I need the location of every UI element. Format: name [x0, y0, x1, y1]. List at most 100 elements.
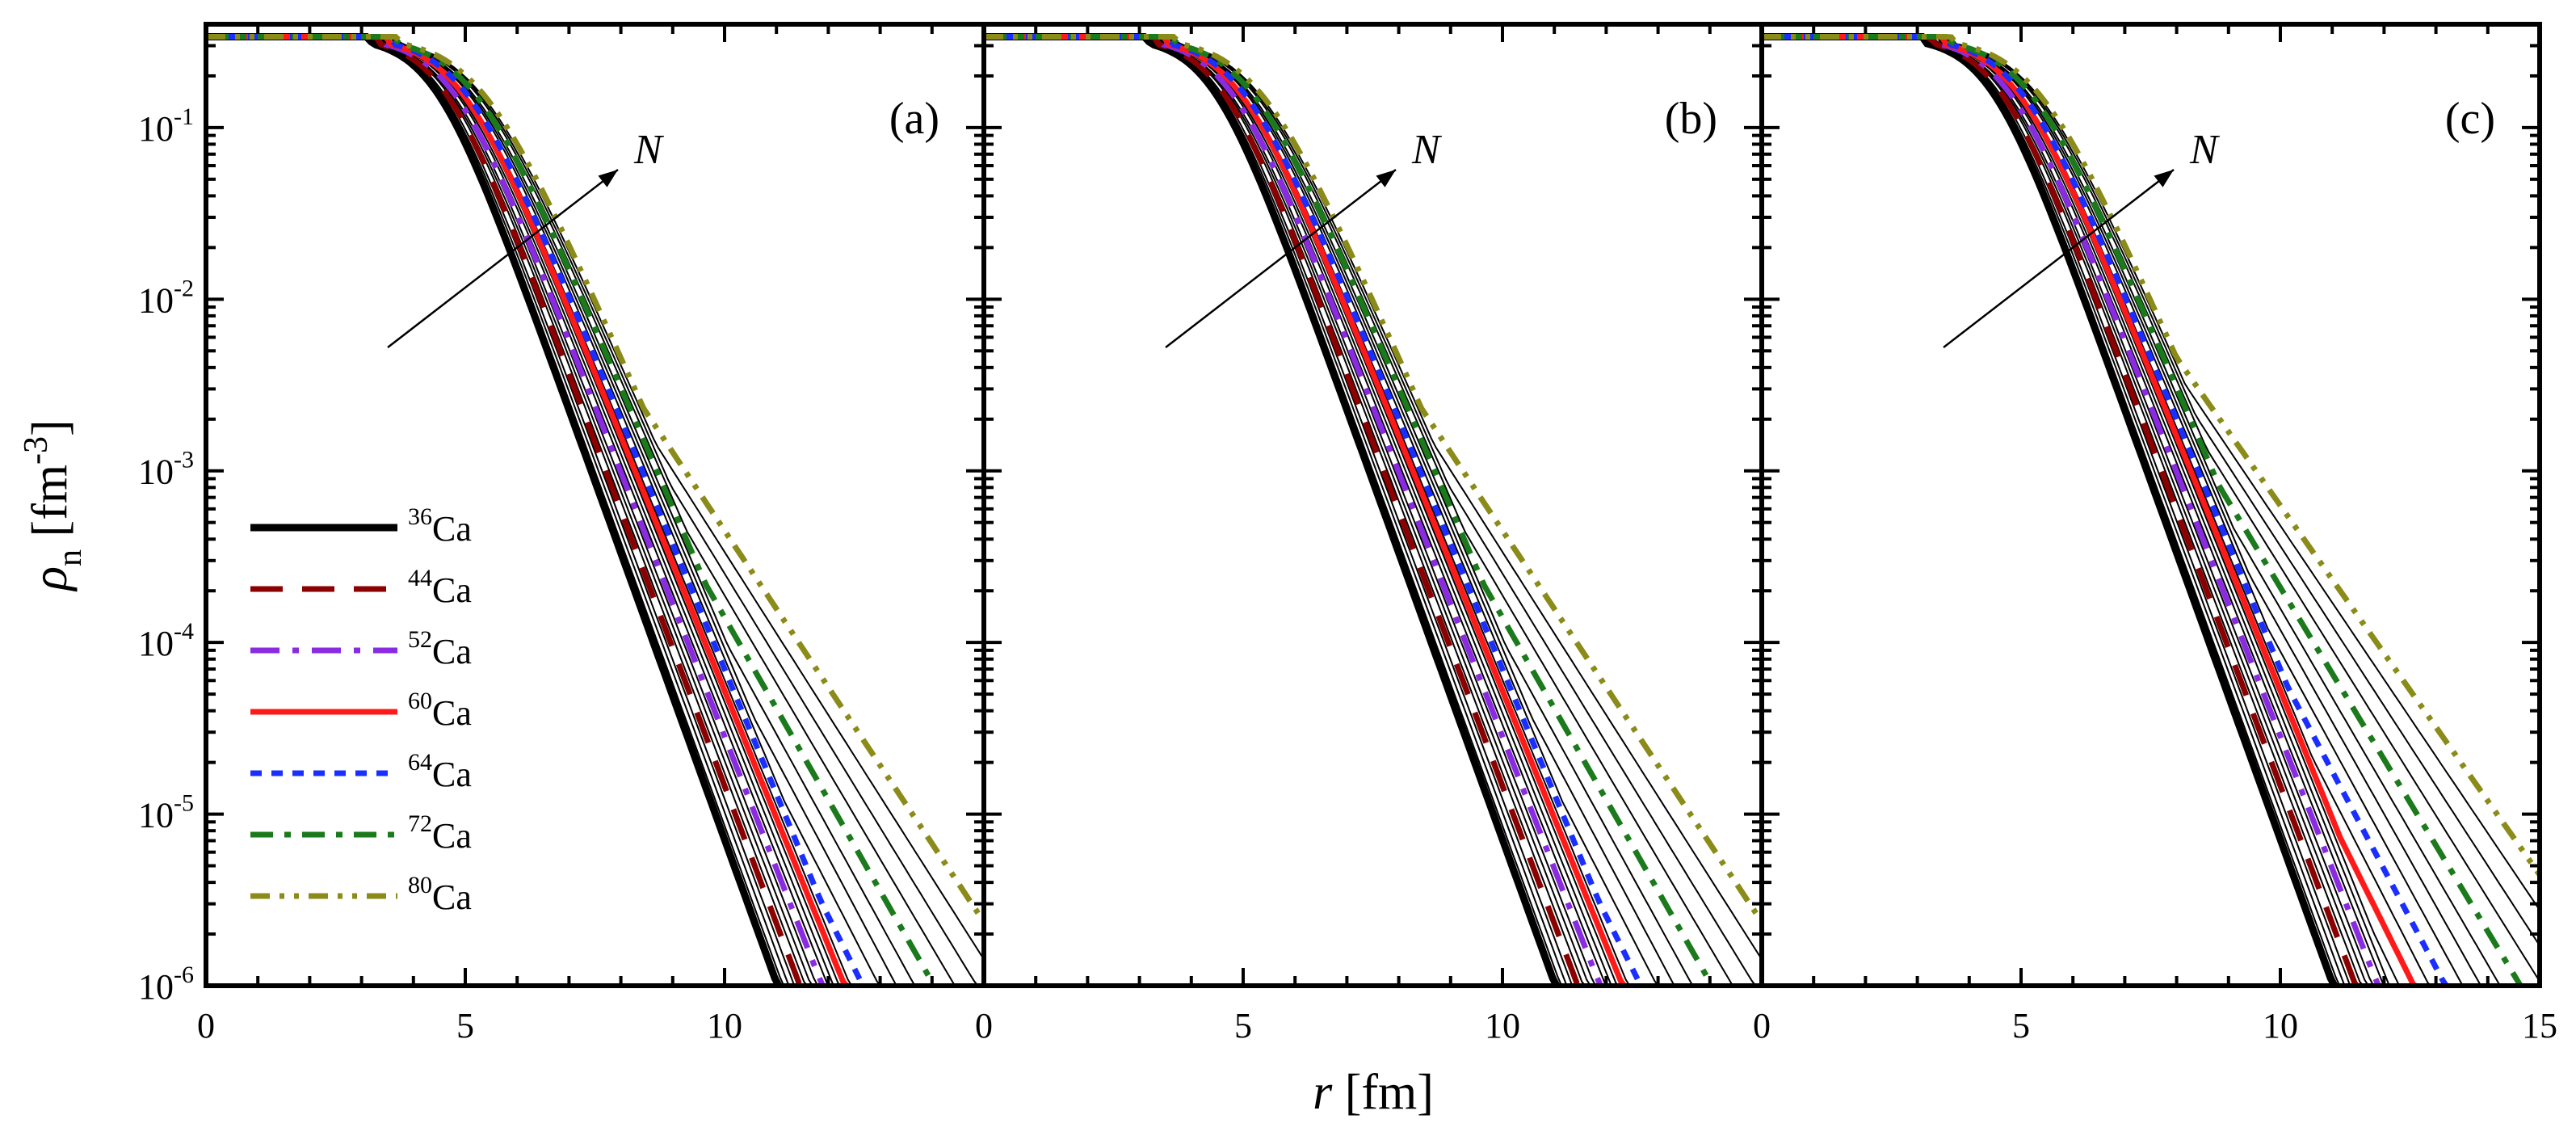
series-line-thin [984, 36, 1678, 986]
series-line-52-ca [206, 34, 984, 986]
arrow-line [387, 169, 619, 348]
series-line-36-ca [984, 33, 1762, 986]
series-line-thin [206, 36, 830, 986]
series-line-64-ca [206, 34, 984, 986]
series-line-thin [1762, 36, 2375, 986]
series-lines [984, 33, 1762, 986]
series-line-thin [1762, 36, 2403, 986]
x-tick-label: 10 [2263, 1006, 2298, 1046]
series-line-thin [984, 36, 1660, 986]
x-tick-label: 0 [975, 1006, 993, 1046]
series-line-thin [206, 36, 814, 986]
series-line-thin [984, 36, 1592, 986]
plot-area: 0 5 10 (a) N 0 5 10 (b) N 0 5 10 15 (c) N 10-1 10-2 10-3 10… [138, 22, 2557, 1046]
x-tick-label: 10 [1485, 1006, 1520, 1046]
arrow-line [1165, 169, 1397, 348]
series-line-44-ca [1762, 34, 2540, 986]
series-line-52-ca [984, 34, 1762, 986]
legend-label-64-ca: 64Ca [408, 749, 472, 794]
series-line-44-ca [984, 34, 1762, 986]
legend-label-60-ca: 60Ca [408, 688, 472, 733]
legend-label-52-ca: 52Ca [408, 626, 472, 671]
series-line-60-ca [1762, 34, 2540, 986]
x-tick-label: 0 [1753, 1006, 1771, 1046]
series-line-36-ca [206, 33, 984, 986]
axis-labels: r [fm] ρn [fm-3] [18, 419, 1434, 1120]
y-tick-label: 10-6 [138, 961, 194, 1007]
arrow-head [598, 170, 618, 187]
arrow-line [1943, 169, 2175, 348]
series-line-thin [206, 36, 882, 986]
series-line-thin [1762, 36, 2482, 986]
series-line-thin [206, 36, 916, 986]
series-line-thin [1762, 36, 2353, 986]
series-line-thin [984, 36, 1563, 986]
legend-label-72-ca: 72Ca [408, 810, 472, 856]
x-tick-label: 5 [1234, 1006, 1252, 1046]
series-line-52-ca [1762, 34, 2540, 986]
series-line-thin [206, 36, 785, 986]
y-tick-label: 10-4 [138, 618, 194, 663]
y-tick-label: 10-3 [138, 447, 194, 492]
series-line-thin [984, 36, 1575, 986]
series-line-thin [206, 36, 797, 986]
series-line-44-ca [206, 34, 984, 986]
y-axis-label: ρn [fm-3] [18, 419, 89, 591]
arrow-label: N [2189, 127, 2221, 173]
series-line-thin [1762, 36, 2385, 986]
x-axis-label: r [fm] [1313, 1065, 1434, 1120]
series-line-thin [1762, 36, 2393, 986]
panel-frame [1759, 22, 2542, 988]
series-line-thin [206, 36, 837, 986]
series-line-thin [1762, 36, 2466, 986]
series-line-thin [984, 36, 1757, 986]
panel-frame [981, 22, 1764, 988]
y-tick-label: 10-5 [138, 790, 194, 835]
panel-2: 0 5 10 15 (c) N [1753, 22, 2557, 1046]
series-line-thin [206, 36, 958, 986]
series-line-80-ca [984, 34, 1762, 924]
series-line-thin [206, 36, 809, 986]
x-tick-label: 10 [707, 1006, 742, 1046]
series-lines [1762, 33, 2540, 986]
series-line-thin [984, 36, 1615, 986]
series-line-thin [1762, 36, 2341, 986]
x-tick-label: 0 [197, 1006, 215, 1046]
series-line-72-ca [1762, 34, 2540, 986]
series-line-64-ca [1762, 34, 2540, 986]
x-tick-label: 5 [456, 1006, 474, 1046]
series-line-thin [984, 36, 1762, 960]
series-line-60-ca [206, 34, 984, 986]
panel-label: (a) [889, 94, 939, 144]
arrow-head [2154, 170, 2174, 187]
series-line-thin [984, 36, 1620, 986]
series-line-36-ca [1762, 33, 2540, 986]
series-line-64-ca [984, 34, 1762, 986]
series-line-thin [984, 36, 1597, 986]
series-line-thin [1762, 36, 2502, 986]
series-lines [206, 33, 984, 986]
series-line-thin [984, 36, 1586, 986]
series-line-thin [1762, 36, 2364, 986]
series-line-thin [206, 36, 843, 986]
series-line-thin [206, 36, 819, 986]
series-line-thin [206, 36, 790, 986]
y-tick-label: 10-1 [138, 103, 194, 149]
series-line-thin [984, 36, 1607, 986]
series-line-thin [1762, 36, 2346, 986]
series-line-80-ca [1762, 34, 2540, 877]
series-line-thin [206, 36, 853, 986]
series-line-thin [206, 36, 979, 986]
panel-label: (c) [2445, 94, 2495, 144]
arrow-label: N [1411, 127, 1443, 173]
series-line-thin [1762, 36, 2370, 986]
x-tick-label: 5 [2012, 1006, 2030, 1046]
legend-label-44-ca: 44Ca [408, 565, 472, 610]
legend-label-36-ca: 36Ca [408, 503, 472, 549]
arrow-head [1376, 170, 1396, 187]
series-line-thin [984, 36, 1694, 986]
series-line-72-ca [206, 34, 984, 986]
series-line-80-ca [206, 34, 984, 924]
series-line-thin [984, 36, 1568, 986]
series-line-thin [1762, 36, 2432, 986]
